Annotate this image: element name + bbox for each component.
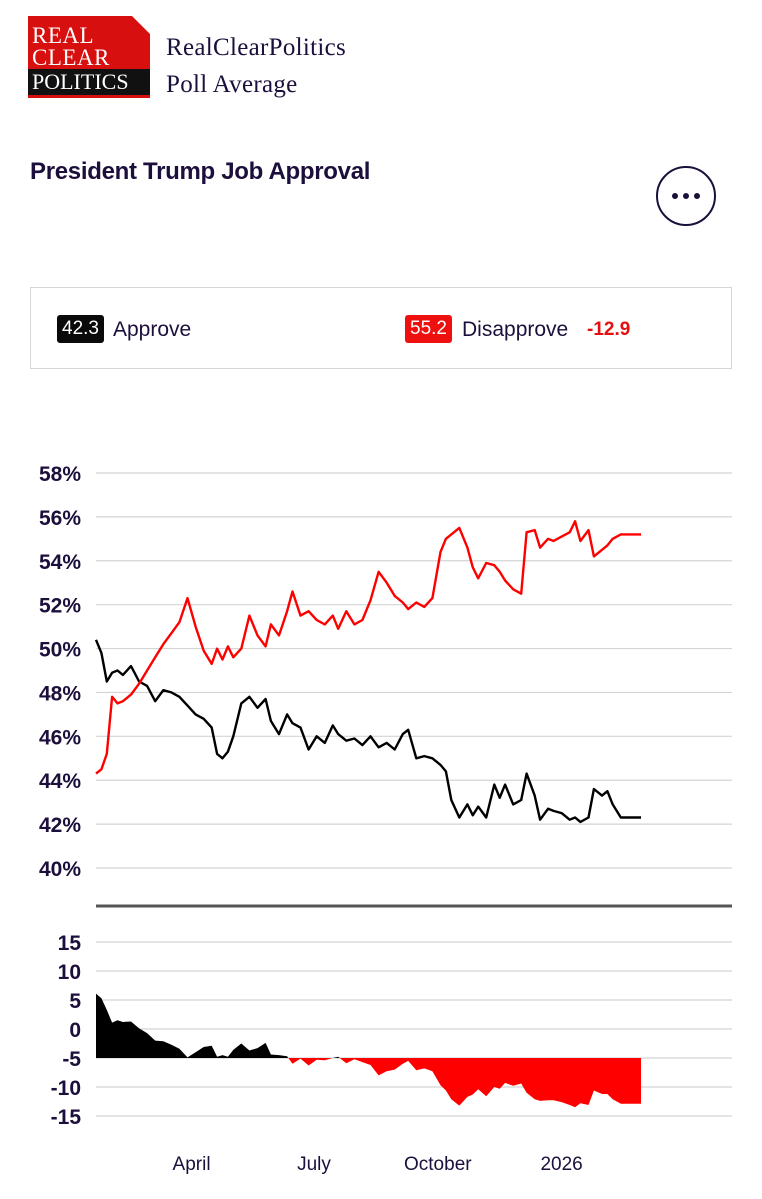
- disapprove-label: Disapprove: [462, 318, 569, 341]
- y-tick-label: 46%: [39, 726, 81, 749]
- disapprove-value-badge: 55.2: [405, 315, 452, 343]
- rcp-logo[interactable]: REAL CLEAR POLITICS: [28, 16, 150, 98]
- brand-subtitle: Poll Average: [166, 71, 298, 98]
- y-tick-label: 56%: [39, 507, 81, 530]
- approval-summary: 42.3 Approve 55.2 Disapprove -12.9: [30, 287, 732, 369]
- brand-name: RealClearPolitics: [166, 34, 347, 61]
- approve-value-badge: 42.3: [57, 315, 104, 343]
- y-tick-label: 48%: [39, 682, 81, 705]
- spread-tick-label: -10: [51, 1077, 81, 1100]
- y-tick-label: 54%: [39, 551, 81, 574]
- spread-tick-label: 5: [69, 990, 81, 1013]
- more-options-button[interactable]: [656, 166, 716, 226]
- logo-text-politics: POLITICS: [28, 69, 150, 95]
- y-tick-label: 52%: [39, 595, 81, 618]
- logo-text-real: REAL: [32, 23, 95, 48]
- y-tick-label: 58%: [39, 463, 81, 486]
- spread-tick-label: 15: [58, 932, 82, 955]
- approval-chart[interactable]: 58% 56% 54% 52% 50% 48% 46% 44% 42% 40% 15 10 5 0 -5 -1…: [0, 440, 762, 1180]
- spread-approve-area: [96, 993, 340, 1058]
- approve-series-line[interactable]: [94, 639, 641, 824]
- spread-tick-label: -5: [62, 1048, 81, 1071]
- spread-tick-label: -15: [51, 1106, 82, 1129]
- more-horizontal-icon: [672, 193, 678, 199]
- spread-disapprove-area: [288, 1058, 641, 1108]
- disapprove-series-line[interactable]: [95, 520, 641, 775]
- y-tick-label: 50%: [39, 639, 81, 662]
- x-tick-label: April: [173, 1154, 211, 1175]
- logo-text-clear: CLEAR: [32, 45, 110, 70]
- page-title: President Trump Job Approval: [30, 158, 371, 185]
- y-tick-label: 40%: [39, 858, 81, 881]
- y-tick-label: 44%: [39, 770, 81, 793]
- x-tick-label: October: [404, 1154, 472, 1175]
- logo-corner: [132, 16, 150, 34]
- approve-label: Approve: [113, 318, 192, 341]
- x-tick-label: 2026: [540, 1154, 582, 1175]
- spread-tick-label: 10: [58, 961, 81, 984]
- spread-value: -12.9: [587, 319, 631, 340]
- y-tick-label: 42%: [39, 814, 81, 837]
- x-tick-label: July: [297, 1154, 331, 1175]
- more-horizontal-icon: [694, 193, 700, 199]
- more-horizontal-icon: [683, 193, 689, 199]
- spread-tick-label: 0: [69, 1019, 81, 1042]
